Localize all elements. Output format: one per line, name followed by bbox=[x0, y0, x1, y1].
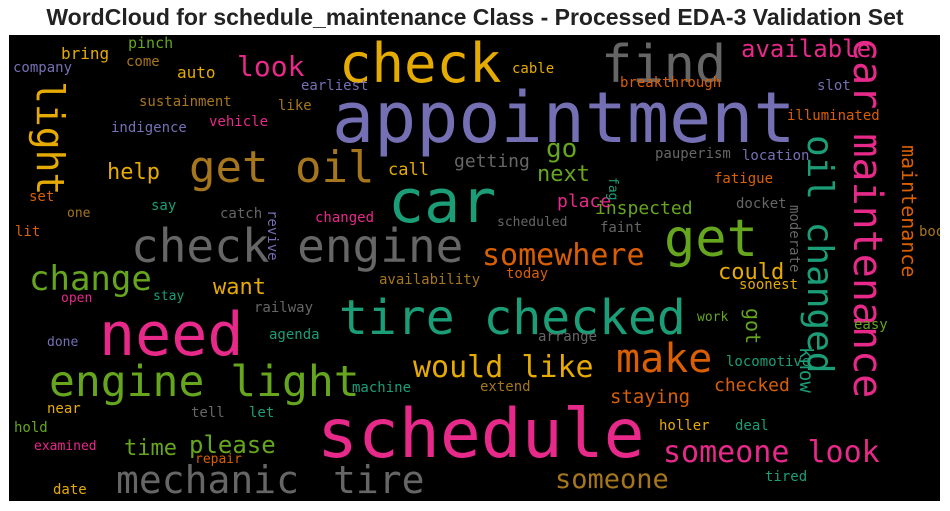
word-hold: hold bbox=[14, 420, 48, 436]
word-scheduled: scheduled bbox=[497, 215, 568, 230]
word-let: let bbox=[249, 405, 275, 421]
word-cloud-canvas: appointment schedule check car need tire chec… bbox=[9, 35, 940, 501]
word-please: please bbox=[189, 431, 276, 459]
word-one: one bbox=[67, 206, 91, 221]
word-get: get bbox=[664, 209, 758, 269]
word-tire-checked: tire checked bbox=[339, 290, 686, 346]
word-cable: cable bbox=[512, 61, 555, 77]
word-extend: extend bbox=[480, 379, 531, 395]
word-breakthrough: breakthrough bbox=[620, 75, 722, 91]
word-docket: docket bbox=[736, 196, 787, 212]
word-schedule: schedule bbox=[317, 395, 645, 474]
word-changed: changed bbox=[315, 210, 375, 226]
word-illuminated: illuminated bbox=[787, 108, 880, 124]
word-would-like: would like bbox=[413, 350, 594, 385]
word-got: got bbox=[741, 308, 765, 345]
word-catch: catch bbox=[220, 206, 263, 222]
word-work: work bbox=[697, 310, 729, 325]
word-staying: staying bbox=[610, 386, 691, 408]
word-date: date bbox=[53, 482, 87, 498]
word-inspected: inspected bbox=[595, 198, 693, 219]
word-want: want bbox=[213, 275, 266, 300]
word-auto: auto bbox=[177, 63, 216, 82]
word-checked: checked bbox=[714, 375, 790, 396]
word-next: next bbox=[537, 162, 590, 187]
word-today: today bbox=[506, 266, 549, 282]
word-somewhere: somewhere bbox=[482, 238, 645, 273]
word-machine: machine bbox=[352, 380, 412, 396]
word-place: place bbox=[557, 191, 612, 212]
word-getting: getting bbox=[454, 151, 530, 172]
word-indigence: indigence bbox=[111, 120, 187, 136]
word-say: say bbox=[151, 198, 177, 214]
word-oil-changed: oil changed bbox=[799, 135, 840, 374]
word-agenda: agenda bbox=[269, 327, 320, 343]
word-pinch: pinch bbox=[128, 35, 174, 52]
word-availability: availability bbox=[379, 272, 481, 288]
word-repair: repair bbox=[195, 452, 242, 467]
word-sustainment: sustainment bbox=[139, 94, 232, 110]
word-appointment: appointment bbox=[332, 77, 796, 159]
word-someone: someone bbox=[555, 464, 669, 495]
word-revive: revive bbox=[264, 210, 280, 261]
word-soonest: soonest bbox=[739, 277, 799, 293]
word-lit: lit bbox=[15, 224, 41, 240]
word-set: set bbox=[29, 189, 55, 205]
word-look: look bbox=[237, 50, 305, 83]
word-change: change bbox=[29, 259, 152, 299]
word-railway: railway bbox=[254, 300, 314, 316]
word-holler: holler bbox=[659, 418, 710, 434]
word-help: help bbox=[107, 160, 160, 185]
word-pauperism: pauperism bbox=[655, 146, 731, 162]
word-find: find bbox=[601, 35, 727, 95]
word-car-maintenance: car maintenance bbox=[844, 37, 890, 399]
word-tired: tired bbox=[765, 469, 808, 485]
word-done: done bbox=[47, 335, 79, 350]
word-available: available bbox=[741, 35, 872, 63]
word-go: go bbox=[546, 134, 578, 164]
word-faint: faint bbox=[600, 220, 643, 236]
word-someone-look: someone look bbox=[663, 435, 880, 470]
word-time: time bbox=[124, 436, 177, 461]
word-tire: tire bbox=[333, 458, 425, 501]
word-car: car bbox=[388, 167, 497, 237]
word-examined: examined bbox=[34, 439, 97, 454]
word-tell: tell bbox=[191, 405, 225, 421]
word-locomotive: locomotive bbox=[726, 354, 811, 370]
word-slot: slot bbox=[817, 78, 851, 94]
word-fag: fag bbox=[605, 177, 620, 201]
word-bring: bring bbox=[61, 44, 110, 63]
word-come: come bbox=[126, 54, 160, 70]
word-easy: easy bbox=[854, 317, 888, 333]
word-need: need bbox=[99, 300, 244, 370]
word-near: near bbox=[47, 401, 81, 417]
word-open: open bbox=[61, 291, 93, 306]
word-get-oil: get oil bbox=[189, 142, 375, 193]
word-like: like bbox=[278, 98, 312, 114]
word-fatigue: fatigue bbox=[714, 171, 774, 187]
word-check: check bbox=[339, 35, 502, 95]
word-mechanic: mechanic bbox=[116, 458, 300, 501]
word-check-engine: check engine bbox=[131, 219, 464, 273]
word-arrange: arrange bbox=[538, 329, 598, 345]
word-stay: stay bbox=[153, 289, 185, 304]
chart-title: WordCloud for schedule_maintenance Class… bbox=[46, 4, 904, 30]
word-could: could bbox=[718, 260, 785, 285]
word-moderate: moderate bbox=[786, 205, 802, 273]
word-maintenance: maintenance bbox=[897, 145, 921, 278]
word-book: book bbox=[919, 224, 940, 240]
word-call: call bbox=[388, 160, 429, 180]
word-company: company bbox=[13, 60, 73, 76]
word-vehicle: vehicle bbox=[209, 114, 269, 130]
word-earliest: earliest bbox=[301, 78, 369, 94]
word-engine-light: engine light bbox=[49, 357, 360, 407]
word-deal: deal bbox=[735, 418, 769, 434]
word-make: make bbox=[616, 336, 713, 382]
word-light: light bbox=[28, 81, 72, 196]
word-location: location bbox=[742, 148, 810, 164]
